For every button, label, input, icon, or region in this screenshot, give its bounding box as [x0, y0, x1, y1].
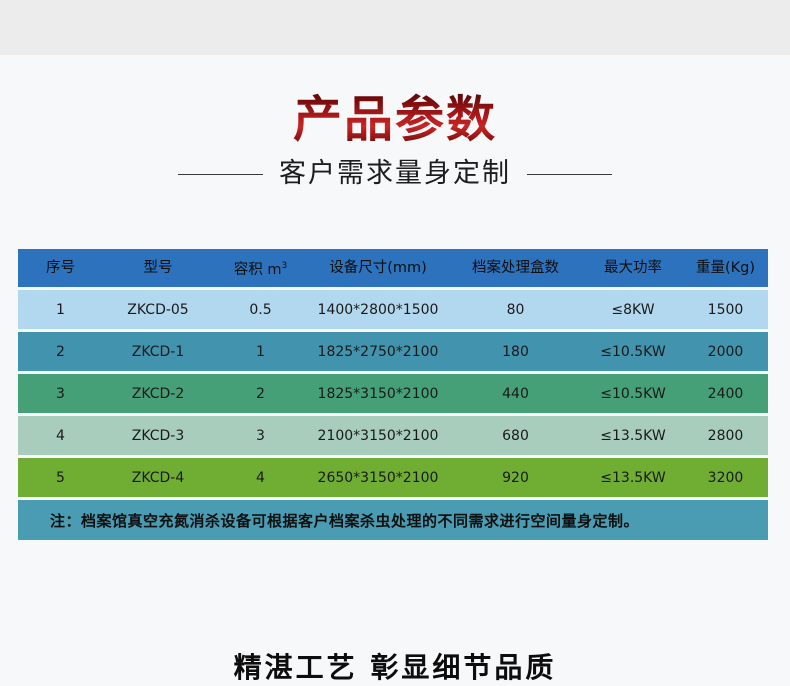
cell-power: ≤8KW	[611, 301, 655, 318]
cell-power: ≤10.5KW	[600, 343, 666, 360]
table-header-row: 序号 型号 容积 m3 设备尺寸(mm) 档案处理盒数 最大功率 重量(Kg)	[18, 249, 768, 287]
cell-index: 1	[56, 301, 65, 318]
cell-model: ZKCD-05	[127, 301, 189, 318]
cell-power: ≤13.5KW	[600, 469, 666, 486]
header-cell-boxes: 档案处理盒数	[472, 260, 559, 276]
cell-boxes: 680	[502, 427, 529, 444]
header-volume-label: 容积 m	[233, 261, 282, 278]
cell-weight: 2400	[707, 385, 744, 402]
table-row: 3 ZKCD-2 2 1825*3150*2100 440 ≤10.5KW 24…	[18, 374, 768, 413]
cell-model: ZKCD-2	[131, 385, 185, 402]
cell-index: 2	[56, 343, 65, 360]
page-title: 产品参数	[292, 91, 497, 148]
cell-power: ≤13.5KW	[600, 427, 666, 444]
cell-index: 5	[56, 469, 65, 486]
spec-table: 序号 型号 容积 m3 设备尺寸(mm) 档案处理盒数 最大功率 重量(Kg) …	[18, 249, 768, 540]
header-cell-power: 最大功率	[604, 260, 662, 276]
cell-weight: 1500	[707, 301, 744, 318]
cell-volume: 4	[256, 469, 265, 486]
table-note-row: 注：档案馆真空充氮消杀设备可根据客户档案杀虫处理的不同需求进行空间量身定制。	[18, 500, 768, 540]
cell-weight: 3200	[707, 469, 744, 486]
cell-boxes: 920	[502, 469, 529, 486]
header-cell-index: 序号	[46, 260, 75, 276]
table-row: 2 ZKCD-1 1 1825*2750*2100 180 ≤10.5KW 20…	[18, 332, 768, 371]
page-subtitle: 客户需求量身定制	[279, 158, 511, 189]
cell-boxes: 180	[502, 343, 529, 360]
cell-model: ZKCD-1	[131, 343, 185, 360]
header-volume-superscript: 3	[281, 261, 288, 272]
cell-volume: 1	[256, 343, 265, 360]
cell-model: ZKCD-3	[131, 427, 185, 444]
cell-index: 3	[56, 385, 65, 402]
cell-dimensions: 2100*3150*2100	[317, 427, 439, 444]
cell-dimensions: 1825*3150*2100	[317, 385, 439, 402]
table-note-text: 注：档案馆真空充氮消杀设备可根据客户档案杀虫处理的不同需求进行空间量身定制。	[50, 511, 640, 530]
table-row: 1 ZKCD-05 0.5 1400*2800*1500 80 ≤8KW 150…	[18, 290, 768, 329]
cell-boxes: 80	[506, 301, 525, 318]
subtitle-rule-right	[527, 173, 612, 175]
cell-volume: 2	[256, 385, 265, 402]
cell-volume: 3	[256, 427, 265, 444]
cell-model: ZKCD-4	[131, 469, 185, 486]
subtitle-row: 客户需求量身定制	[0, 158, 790, 190]
header-cell-weight: 重量(Kg)	[695, 260, 756, 276]
subtitle-rule-left	[178, 173, 263, 175]
cell-dimensions: 2650*3150*2100	[317, 469, 439, 486]
cell-power: ≤10.5KW	[600, 385, 666, 402]
cell-weight: 2800	[707, 427, 744, 444]
cell-volume: 0.5	[249, 301, 272, 318]
cell-dimensions: 1825*2750*2100	[317, 343, 439, 360]
header-cell-volume: 容积 m3	[213, 257, 308, 279]
cell-index: 4	[56, 427, 65, 444]
table-row: 4 ZKCD-3 3 2100*3150*2100 680 ≤13.5KW 28…	[18, 416, 768, 455]
header-cell-dimensions: 设备尺寸(mm)	[329, 260, 427, 276]
cell-weight: 2000	[707, 343, 744, 360]
header-cell-model: 型号	[143, 260, 173, 276]
heading-block: 产品参数 客户需求量身定制	[0, 92, 790, 190]
top-gray-band	[0, 0, 790, 55]
table-row: 5 ZKCD-4 4 2650*3150*2100 920 ≤13.5KW 32…	[18, 458, 768, 497]
cell-dimensions: 1400*2800*1500	[317, 301, 439, 318]
bottom-slogan: 精湛工艺 彰显细节品质	[233, 651, 557, 684]
cell-boxes: 440	[502, 385, 529, 402]
